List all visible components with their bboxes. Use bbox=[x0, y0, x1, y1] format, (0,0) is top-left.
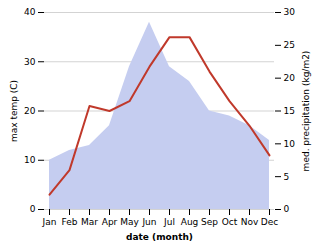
svg-text:30: 30 bbox=[24, 57, 36, 67]
svg-text:Jul: Jul bbox=[163, 217, 175, 227]
svg-text:May: May bbox=[120, 217, 139, 227]
svg-text:10: 10 bbox=[24, 155, 36, 165]
svg-text:Dec: Dec bbox=[261, 217, 278, 227]
svg-text:5: 5 bbox=[284, 172, 290, 182]
svg-text:0: 0 bbox=[284, 204, 290, 214]
svg-text:Mar: Mar bbox=[81, 217, 98, 227]
svg-text:0: 0 bbox=[30, 204, 36, 214]
svg-text:max temp (C): max temp (C) bbox=[9, 80, 19, 142]
svg-text:Jun: Jun bbox=[141, 217, 156, 227]
svg-text:40: 40 bbox=[24, 7, 36, 17]
svg-text:Sep: Sep bbox=[201, 217, 218, 227]
svg-text:20: 20 bbox=[284, 73, 296, 83]
svg-text:25: 25 bbox=[284, 40, 295, 50]
svg-text:20: 20 bbox=[24, 106, 36, 116]
svg-text:med. precipitation (kg/m2): med. precipitation (kg/m2) bbox=[301, 51, 311, 172]
svg-text:Oct: Oct bbox=[222, 217, 238, 227]
svg-text:Nov: Nov bbox=[241, 217, 259, 227]
svg-text:Apr: Apr bbox=[102, 217, 118, 227]
svg-text:Aug: Aug bbox=[181, 217, 199, 227]
svg-text:15: 15 bbox=[284, 106, 295, 116]
svg-text:30: 30 bbox=[284, 7, 296, 17]
svg-text:date (month): date (month) bbox=[126, 232, 193, 242]
svg-text:Feb: Feb bbox=[62, 217, 78, 227]
svg-text:Jan: Jan bbox=[42, 217, 57, 227]
svg-text:10: 10 bbox=[284, 139, 296, 149]
